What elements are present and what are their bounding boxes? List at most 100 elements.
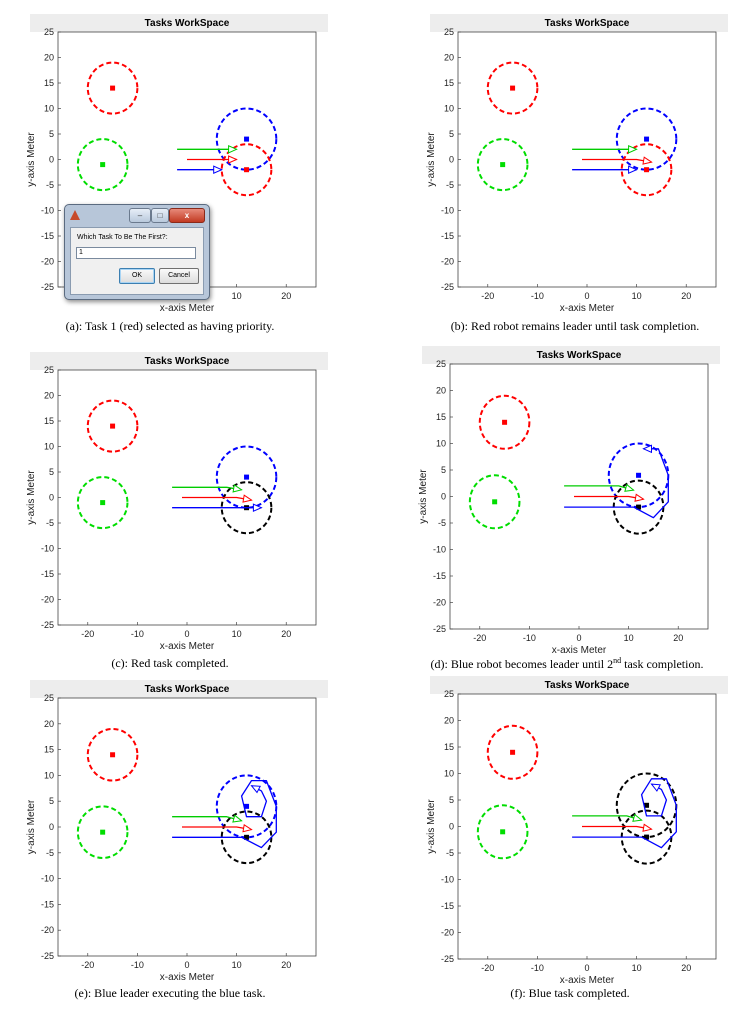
chart-c: Tasks WorkSpace 25 20 15 10 5 0 -5 -10 -15 -20 -25 -… bbox=[26, 352, 328, 652]
y-tick-label: 25 bbox=[436, 359, 446, 369]
caption-d: (d): Blue robot becomes leader until 2nd… bbox=[392, 656, 742, 672]
chart-title: Tasks WorkSpace bbox=[145, 684, 230, 695]
robot-arrow bbox=[228, 145, 238, 154]
x-tick-label: 10 bbox=[232, 629, 242, 639]
task-center-marker bbox=[510, 85, 516, 91]
y-tick-label: -25 bbox=[441, 282, 454, 292]
task-center-marker bbox=[110, 85, 116, 91]
y-axis-label: y-axis Meter bbox=[26, 470, 37, 525]
dialog-body: Which Task To Be The First?: OK Cancel bbox=[70, 227, 204, 295]
y-tick-label: 20 bbox=[44, 719, 54, 729]
task-region-circle bbox=[478, 394, 531, 450]
y-tick-label: -10 bbox=[41, 206, 54, 216]
maximize-button[interactable]: □ bbox=[151, 208, 169, 223]
robot-arrow bbox=[242, 823, 253, 833]
y-tick-label: 5 bbox=[49, 467, 54, 477]
panel-c: Tasks WorkSpace 25 20 15 10 5 0 -5 -10 -15 -20 -25 -… bbox=[10, 352, 330, 672]
robot-arrow bbox=[232, 484, 243, 493]
y-tick-label: 15 bbox=[444, 78, 454, 88]
robot-arrow bbox=[642, 823, 653, 832]
x-tick-label: 0 bbox=[584, 291, 589, 301]
chart-e: Tasks WorkSpace 25 20 15 10 5 0 -5 -10 -15 -20 -25 -… bbox=[26, 680, 328, 983]
x-tick-label: 10 bbox=[624, 633, 634, 643]
ok-button[interactable]: OK bbox=[119, 268, 155, 284]
task-region-circle bbox=[86, 727, 139, 782]
title-band bbox=[422, 346, 720, 364]
task-center-marker bbox=[636, 472, 642, 478]
x-axis-label: x-axis Meter bbox=[160, 641, 215, 652]
dialog-titlebar[interactable]: – □ x bbox=[65, 205, 209, 225]
y-tick-label: 15 bbox=[436, 412, 446, 422]
task-center-marker bbox=[110, 423, 116, 429]
robot-trajectory bbox=[172, 779, 277, 849]
y-tick-label: -10 bbox=[41, 544, 54, 554]
y-tick-label: 10 bbox=[444, 769, 454, 779]
y-axis-label: y-axis Meter bbox=[426, 799, 437, 854]
robot-arrow bbox=[642, 156, 653, 165]
task-region-circle bbox=[476, 804, 529, 860]
task-center-marker bbox=[502, 419, 508, 425]
y-tick-label: -10 bbox=[441, 875, 454, 885]
x-tick-label: 20 bbox=[673, 633, 683, 643]
y-tick-label: -20 bbox=[441, 257, 454, 267]
caption-b: (b): Red robot remains leader until task… bbox=[450, 319, 700, 333]
task-center-marker bbox=[244, 136, 250, 142]
task-center-marker bbox=[244, 474, 250, 480]
robot-arrow bbox=[250, 785, 261, 794]
y-tick-label: 25 bbox=[44, 693, 54, 703]
y-tick-label: -25 bbox=[41, 282, 54, 292]
task-center-marker bbox=[644, 802, 650, 808]
x-tick-label: -10 bbox=[523, 633, 536, 643]
dialog-prompt: Which Task To Be The First?: bbox=[77, 234, 168, 241]
title-band bbox=[430, 676, 728, 694]
caption-d-end: task completion. bbox=[621, 657, 704, 671]
chart-f: Tasks WorkSpace 25 20 15 10 5 0 -5 -10 -15 -20 -25 -… bbox=[426, 676, 728, 986]
minimize-button[interactable]: – bbox=[129, 208, 151, 223]
close-button[interactable]: x bbox=[169, 208, 205, 223]
chart-b: Tasks WorkSpace 25 20 15 10 5 0 -5 -10 -15 -20 -25 -… bbox=[426, 14, 728, 314]
task-region-circle bbox=[86, 399, 139, 453]
x-tick-label: -10 bbox=[131, 629, 144, 639]
y-axis-label: y-axis Meter bbox=[26, 799, 37, 854]
y-tick-label: -15 bbox=[41, 231, 54, 241]
task-center-marker bbox=[644, 167, 650, 173]
task-center-marker bbox=[644, 136, 650, 142]
title-band bbox=[430, 14, 728, 32]
title-band bbox=[30, 680, 328, 698]
y-tick-label: 5 bbox=[49, 129, 54, 139]
caption-e: (e): Blue leader executing the blue task… bbox=[74, 986, 266, 1000]
task-region-circle bbox=[468, 474, 521, 530]
y-tick-label: 0 bbox=[49, 822, 54, 832]
panel-f: Tasks WorkSpace 25 20 15 10 5 0 -5 -10 -15 -20 -25 -… bbox=[410, 676, 730, 1000]
x-tick-label: 20 bbox=[281, 629, 291, 639]
x-tick-label: -20 bbox=[481, 963, 494, 973]
x-tick-label: -20 bbox=[473, 633, 486, 643]
y-tick-label: -15 bbox=[441, 901, 454, 911]
y-axis-label: y-axis Meter bbox=[418, 469, 429, 524]
y-tick-label: -5 bbox=[46, 848, 54, 858]
y-tick-label: 0 bbox=[49, 155, 54, 165]
y-tick-label: 20 bbox=[44, 53, 54, 63]
task-region-circle bbox=[220, 481, 273, 535]
robot-trajectory bbox=[564, 448, 669, 519]
y-tick-label: 5 bbox=[449, 795, 454, 805]
x-tick-label: -10 bbox=[531, 291, 544, 301]
robot-arrow bbox=[642, 444, 652, 454]
y-tick-label: -25 bbox=[41, 951, 54, 961]
robot-arrow bbox=[634, 493, 645, 502]
cancel-button[interactable]: Cancel bbox=[159, 268, 199, 284]
y-tick-label: -25 bbox=[433, 624, 446, 634]
x-axis-label: x-axis Meter bbox=[160, 303, 215, 314]
y-axis-label: y-axis Meter bbox=[426, 132, 437, 187]
x-axis-label: x-axis Meter bbox=[560, 303, 615, 314]
robot-arrow bbox=[624, 483, 635, 492]
y-tick-label: 0 bbox=[449, 155, 454, 165]
chart-title: Tasks WorkSpace bbox=[145, 356, 230, 367]
matlab-icon bbox=[70, 210, 80, 220]
panel-b: Tasks WorkSpace 25 20 15 10 5 0 -5 -10 -15 -20 -25 -… bbox=[410, 14, 730, 334]
chart-title: Tasks WorkSpace bbox=[545, 680, 630, 691]
task-number-input[interactable] bbox=[76, 247, 196, 259]
x-axis-label: x-axis Meter bbox=[552, 645, 607, 656]
y-tick-label: -25 bbox=[441, 954, 454, 964]
y-tick-label: -5 bbox=[438, 518, 446, 528]
